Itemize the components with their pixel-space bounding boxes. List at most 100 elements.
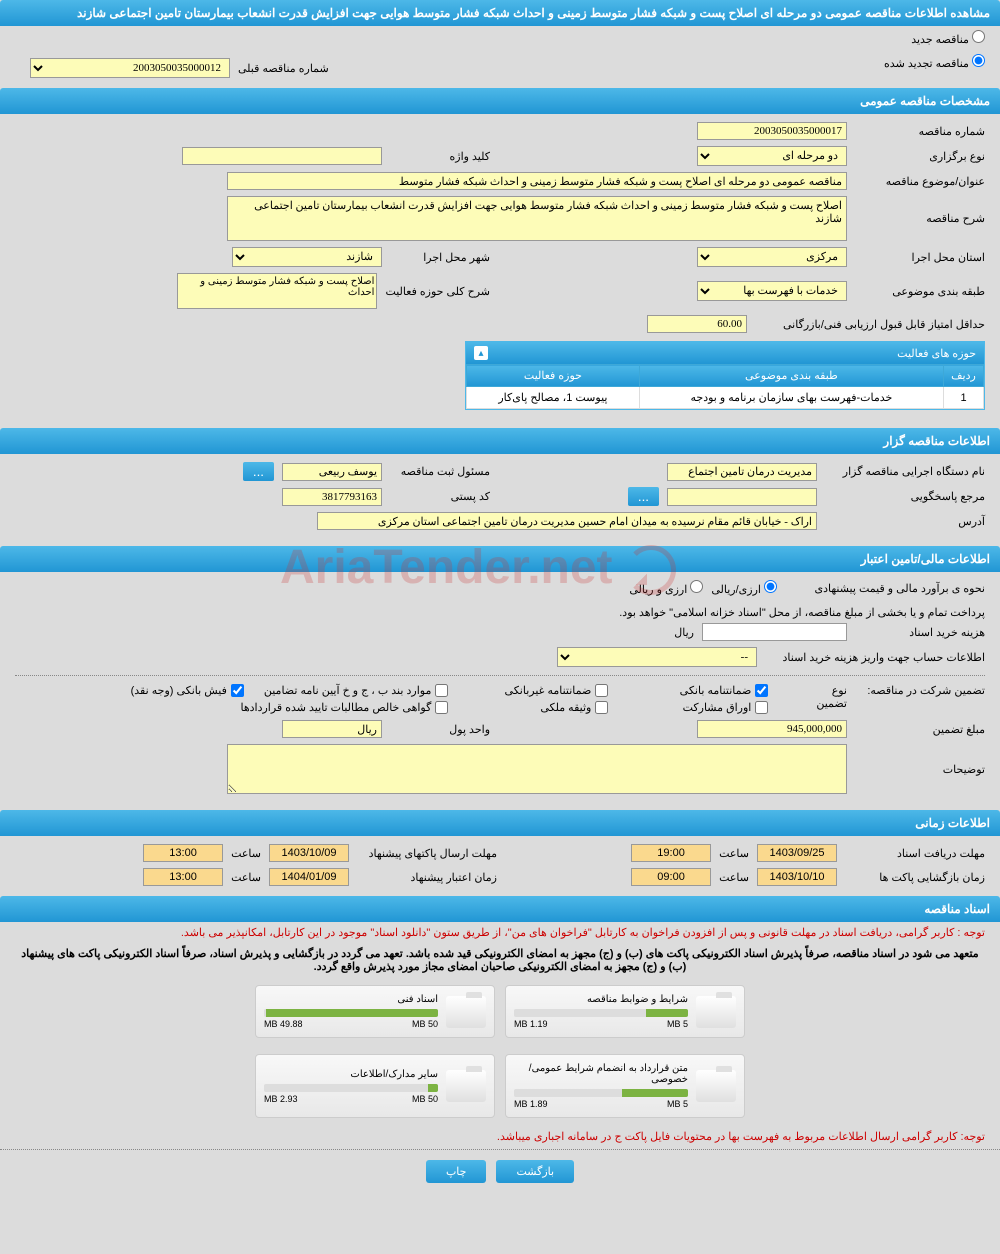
prev-tender-select[interactable]: 2003050035000012 bbox=[30, 58, 230, 78]
chk-cash[interactable] bbox=[231, 684, 244, 697]
unit-input[interactable] bbox=[282, 720, 382, 738]
tender-no-input[interactable] bbox=[697, 122, 847, 140]
folder-icon bbox=[696, 1070, 736, 1102]
chk-bank-guarantee[interactable] bbox=[755, 684, 768, 697]
section-documents-header: اسناد مناقصه bbox=[0, 896, 1000, 922]
doc-deadline-label: مهلت دریافت اسناد bbox=[845, 847, 985, 860]
notes-textarea[interactable] bbox=[227, 744, 847, 794]
city-label: شهر محل اجرا bbox=[390, 251, 490, 264]
province-label: استان محل اجرا bbox=[855, 251, 985, 264]
response-label: مرجع پاسخگویی bbox=[825, 490, 985, 503]
reg-officer-input[interactable] bbox=[282, 463, 382, 481]
chk-nonbank-guarantee[interactable] bbox=[595, 684, 608, 697]
account-label: اطلاعات حساب جهت واریز هزینه خرید اسناد bbox=[765, 651, 985, 664]
city-select[interactable]: شازند bbox=[232, 247, 382, 267]
file-title: متن قرارداد به انضمام شرایط عمومی/خصوصی bbox=[514, 1063, 688, 1085]
chk-property[interactable] bbox=[595, 701, 608, 714]
doc-deadline-time: 19:00 bbox=[631, 844, 711, 862]
radio-renewed-tender[interactable]: مناقصه تجدید شده bbox=[884, 54, 985, 82]
doc-cost-label: هزینه خرید اسناد bbox=[855, 626, 985, 639]
notes-label: توضیحات bbox=[855, 763, 985, 776]
type-select[interactable]: دو مرحله ای bbox=[697, 146, 847, 166]
folder-icon bbox=[446, 1070, 486, 1102]
docs-note2: متعهد می شود در اسناد مناقصه، صرفاً پذیر… bbox=[0, 943, 1000, 977]
amount-label: مبلغ تضمین bbox=[855, 723, 985, 736]
scope-label: شرح کلی حوزه فعالیت bbox=[385, 285, 490, 298]
section-general-header: مشخصات مناقصه عمومی bbox=[0, 88, 1000, 114]
chk-items[interactable] bbox=[435, 684, 448, 697]
category-label: طبقه بندی موضوعی bbox=[855, 285, 985, 298]
opening-label: زمان بازگشایی پاکت ها bbox=[845, 871, 985, 884]
col-row: ردیف bbox=[944, 365, 984, 387]
table-row: 1 خدمات-فهرست بهای سازمان برنامه و بودجه… bbox=[467, 387, 984, 409]
time-label-3: ساعت bbox=[719, 871, 749, 884]
proposal-deadline-date: 1403/10/09 bbox=[269, 844, 349, 862]
radio-currency[interactable]: ارزی و ریالی bbox=[629, 580, 703, 596]
docs-note3: توجه: کاربر گرامی ارسال اطلاعات مربوط به… bbox=[0, 1126, 1000, 1147]
folder-icon bbox=[696, 996, 736, 1028]
file-card[interactable]: سایر مدارک/اطلاعات 50 MB2.93 MB bbox=[255, 1054, 495, 1118]
tender-no-label: شماره مناقصه bbox=[855, 125, 985, 138]
scope-multiselect[interactable]: اصلاح پست و شبکه فشار متوسط زمینی و احدا… bbox=[177, 273, 377, 309]
province-select[interactable]: مرکزی bbox=[697, 247, 847, 267]
file-title: اسناد فنی bbox=[264, 994, 438, 1005]
doc-cost-unit: ریال bbox=[674, 626, 694, 639]
section-organizer-header: اطلاعات مناقصه گزار bbox=[0, 428, 1000, 454]
col-scope: حوزه فعالیت bbox=[467, 365, 640, 387]
activity-table: ردیف طبقه بندی موضوعی حوزه فعالیت 1 خدما… bbox=[466, 364, 984, 409]
section-financial-header: اطلاعات مالی/تامین اعتبار bbox=[0, 546, 1000, 572]
file-title: سایر مدارک/اطلاعات bbox=[264, 1069, 438, 1080]
section-timing-header: اطلاعات زمانی bbox=[0, 810, 1000, 836]
address-label: آدرس bbox=[825, 515, 985, 528]
type-label: نوع برگزاری bbox=[855, 150, 985, 163]
opening-time: 09:00 bbox=[631, 868, 711, 886]
activity-table-container: حوزه های فعالیت ▴ ردیف طبقه بندی موضوعی … bbox=[465, 341, 985, 410]
page-title: مشاهده اطلاعات مناقصه عمومی دو مرحله ای … bbox=[0, 0, 1000, 26]
proposal-deadline-label: مهلت ارسال پاکتهای پیشنهاد bbox=[357, 847, 497, 860]
unit-label: واحد پول bbox=[390, 723, 490, 736]
file-card[interactable]: متن قرارداد به انضمام شرایط عمومی/خصوصی … bbox=[505, 1054, 745, 1118]
exec-input[interactable] bbox=[667, 463, 817, 481]
file-card[interactable]: شرایط و ضوابط مناقصه 5 MB1.19 MB bbox=[505, 985, 745, 1038]
radio-new-tender[interactable]: مناقصه جدید bbox=[911, 34, 985, 46]
response-lookup-button[interactable]: ... bbox=[628, 487, 659, 506]
postal-label: کد پستی bbox=[390, 490, 490, 503]
chk-receivables[interactable] bbox=[435, 701, 448, 714]
prev-tender-label: شماره مناقصه قبلی bbox=[238, 62, 329, 75]
back-button[interactable]: بازگشت bbox=[496, 1160, 574, 1183]
postal-input[interactable] bbox=[282, 488, 382, 506]
response-input[interactable] bbox=[667, 488, 817, 506]
estimate-label: نحوه ی برآورد مالی و قیمت پیشنهادی bbox=[785, 582, 985, 595]
chk-bonds[interactable] bbox=[755, 701, 768, 714]
file-card[interactable]: اسناد فنی 50 MB49.88 MB bbox=[255, 985, 495, 1038]
account-select[interactable]: -- bbox=[557, 647, 757, 667]
guarantee-label: تضمین شرکت در مناقصه: bbox=[855, 684, 985, 697]
category-select[interactable]: خدمات با فهرست بها bbox=[697, 281, 847, 301]
print-button[interactable]: چاپ bbox=[426, 1160, 487, 1183]
subject-input[interactable] bbox=[227, 172, 847, 190]
time-label-1: ساعت bbox=[719, 847, 749, 860]
keyword-input[interactable] bbox=[182, 147, 382, 165]
time-label-4: ساعت bbox=[231, 871, 261, 884]
reg-officer-lookup-button[interactable]: ... bbox=[243, 462, 274, 481]
proposal-deadline-time: 13:00 bbox=[143, 844, 223, 862]
docs-note1: توجه : کاربر گرامی، دریافت اسناد در مهلت… bbox=[0, 922, 1000, 943]
amount-input[interactable] bbox=[697, 720, 847, 738]
radio-rial[interactable]: ارزی/ریالی bbox=[711, 580, 777, 596]
guarantee-type-label: نوع تضمین bbox=[816, 684, 847, 710]
keyword-label: کلید واژه bbox=[390, 150, 490, 163]
file-title: شرایط و ضوابط مناقصه bbox=[514, 994, 688, 1005]
validity-label: زمان اعتبار پیشنهاد bbox=[357, 871, 497, 884]
min-score-label: حداقل امتیاز قابل قبول ارزیابی فنی/بازرگ… bbox=[755, 318, 985, 331]
activity-table-title: حوزه های فعالیت bbox=[897, 347, 976, 360]
validity-date: 1404/01/09 bbox=[269, 868, 349, 886]
doc-cost-input[interactable] bbox=[702, 623, 847, 641]
min-score-input[interactable] bbox=[647, 315, 747, 333]
address-input[interactable] bbox=[317, 512, 817, 530]
divider bbox=[15, 675, 985, 676]
folder-icon bbox=[446, 996, 486, 1028]
opening-date: 1403/10/10 bbox=[757, 868, 837, 886]
desc-label: شرح مناقصه bbox=[855, 212, 985, 225]
collapse-icon[interactable]: ▴ bbox=[474, 346, 488, 360]
desc-textarea[interactable]: اصلاح پست و شبکه فشار متوسط زمینی و احدا… bbox=[227, 196, 847, 241]
